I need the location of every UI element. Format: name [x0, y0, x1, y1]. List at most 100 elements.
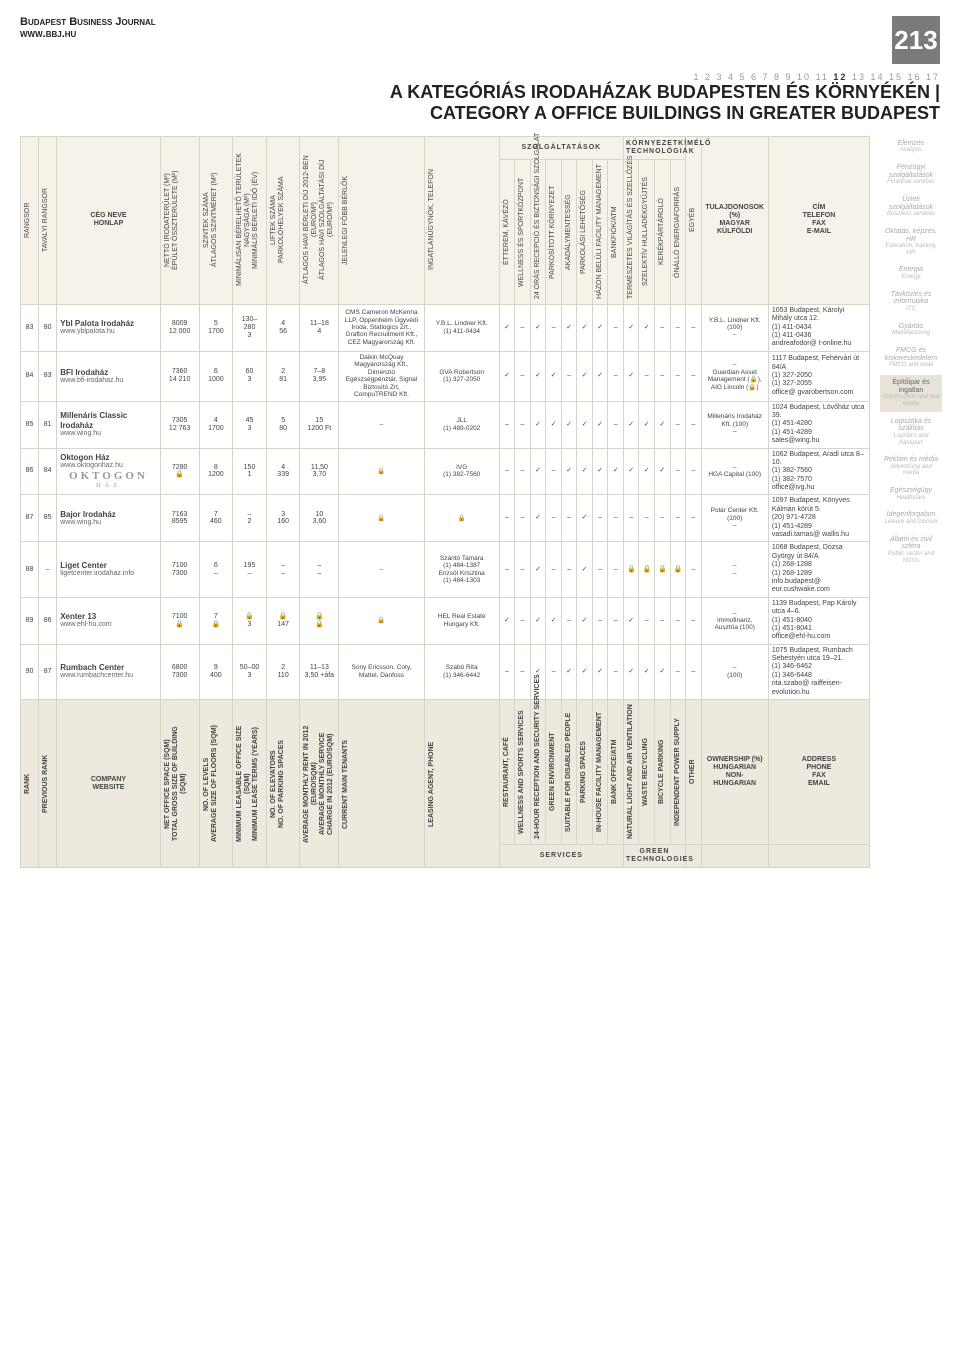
cell-svc-6: ✓	[592, 644, 608, 699]
cell-green-2: –	[655, 495, 671, 542]
hdr-svc-5: PARKOLÁSI LEHETŐSÉG	[580, 162, 588, 302]
cell-prev: 87	[39, 644, 57, 699]
cell-other: –	[686, 351, 702, 401]
hdr-svc-1: WELLNESS ÉS SPORTKÖZPONT	[518, 162, 526, 302]
cell-rank: 89	[21, 597, 39, 644]
cell-net: 7280 🔒	[160, 448, 199, 495]
cell-svc-0: –	[499, 448, 515, 495]
cell-net: 8009 12 000	[160, 304, 199, 351]
pager-pre: 1 2 3 4 5 6 7 8 9 10 11	[694, 72, 834, 82]
cell-svc-2: ✓	[530, 542, 546, 597]
cell-minlease: 150 1	[233, 448, 267, 495]
cell-floors: 9 400	[199, 644, 233, 699]
cell-green-3: –	[670, 495, 686, 542]
ftr-floors: NO. OF LEVELS AVERAGE SIZE OF FLOORS (SQ…	[203, 714, 219, 854]
cell-green-2: ✓	[655, 401, 671, 448]
cell-addr: 1097 Budapest, Könyves Kálmán körút 5. (…	[768, 495, 869, 542]
cell-tenants: –	[339, 401, 424, 448]
cell-green-1: –	[639, 495, 655, 542]
cell-minlease: 45 3	[233, 401, 267, 448]
cell-rent: 15 1200 Ft	[300, 401, 339, 448]
cell-green-1: ✓	[639, 304, 655, 351]
ftr-tenants: CURRENT MAIN TENANTS	[342, 714, 350, 854]
cell-agent: GVA Robertson (1) 327-2050	[424, 351, 499, 401]
cell-agent: IVG (1) 382-7560	[424, 448, 499, 495]
cell-lifts: 4 56	[266, 304, 300, 351]
cell-agent: Szántó Tamara (1) 484-1387 Enzsöl Kriszt…	[424, 542, 499, 597]
cell-tenants: Sony Ericsson, Coty, Mattel, Danfoss	[339, 644, 424, 699]
cell-svc-1: –	[515, 351, 531, 401]
ftr-svc-7: BANK OFFICE/ATM	[611, 702, 619, 842]
cell-rank: 84	[21, 351, 39, 401]
cell-svc-3: –	[546, 644, 562, 699]
cell-svc-2: ✓	[530, 351, 546, 401]
cell-svc-4: –	[561, 597, 577, 644]
cell-green-0: ✓	[623, 644, 639, 699]
cell-svc-0: –	[499, 542, 515, 597]
table-row: 8581Millenáris Classic Irodaházwww.wing.…	[21, 401, 870, 448]
cell-agent: 🔒	[424, 495, 499, 542]
cell-svc-1: –	[515, 401, 531, 448]
cell-own: Y.B.L. Lindner Kft. (100) –	[701, 304, 768, 351]
cell-svc-5: ✓	[577, 304, 593, 351]
cell-prev: 80	[39, 304, 57, 351]
cell-minlease: 60 3	[233, 351, 267, 401]
ftr-svc-5: PARKING SPACES	[580, 702, 588, 842]
cell-addr: 1068 Budapest, Dózsa György út 84/A (1) …	[768, 542, 869, 597]
cell-svc-5: ✓	[577, 495, 593, 542]
cell-own: – –	[701, 542, 768, 597]
title-hu: A KATEGÓRIÁS IRODAHÁZAK BUDAPESTEN ÉS KÖ…	[20, 82, 940, 103]
ftr-green-2: BICYCLE PARKING	[658, 702, 666, 842]
table-row: 8380Ybl Palota Irodaházwww.yblpalota.hu8…	[21, 304, 870, 351]
cell-svc-7: –	[608, 542, 624, 597]
cell-other: –	[686, 448, 702, 495]
cell-svc-7: –	[608, 304, 624, 351]
cell-agent: Y.B.L. Lindner Kft. (1) 411-0434	[424, 304, 499, 351]
cell-agent: Szabó Rita (1) 346-6442	[424, 644, 499, 699]
cell-svc-2: ✓	[530, 448, 546, 495]
cell-minlease: 130–280 3	[233, 304, 267, 351]
cell-rent: 10 3,60	[300, 495, 339, 542]
cell-green-2: ✓	[655, 644, 671, 699]
cell-prev: 84	[39, 448, 57, 495]
cell-svc-4: –	[561, 351, 577, 401]
cell-svc-4: ✓	[561, 644, 577, 699]
cell-svc-7: –	[608, 495, 624, 542]
cell-addr: 1139 Budapest, Pap Károly utca 4–6. (1) …	[768, 597, 869, 644]
title-en: CATEGORY A OFFICE BUILDINGS IN GREATER B…	[20, 103, 940, 124]
cell-green-0: ✓	[623, 304, 639, 351]
cell-net: 7305 12 763	[160, 401, 199, 448]
cell-rank: 85	[21, 401, 39, 448]
title-block: 1 2 3 4 5 6 7 8 9 10 11 12 13 14 15 16 1…	[20, 72, 940, 124]
cell-svc-5: ✓	[577, 448, 593, 495]
cell-svc-5: ✓	[577, 542, 593, 597]
sidecat-6: GyártásManufacturing	[880, 319, 942, 341]
cell-floors: 6 1000	[199, 351, 233, 401]
publication-block: Budapest Business Journal www.bbj.hu	[20, 16, 156, 40]
cell-svc-1: –	[515, 495, 531, 542]
table-row: 9087Rumbach Centerwww.rumbachcenter.hu68…	[21, 644, 870, 699]
sidecat-9: Logisztika és szállításLogistics and tra…	[880, 414, 942, 451]
cell-name: Xenter 13www.ehl-hu.com	[57, 597, 161, 644]
cell-rank: 87	[21, 495, 39, 542]
cell-net: 7360 14 210	[160, 351, 199, 401]
cell-svc-4: –	[561, 495, 577, 542]
hdr-tenants: JELENLEGI FŐBB BÉRLŐK	[342, 150, 350, 290]
cell-green-3: 🔒	[670, 542, 686, 597]
cell-svc-0: ✓	[499, 304, 515, 351]
sidecat-10: Reklám és médiaAdvertising and media	[880, 452, 942, 481]
cell-svc-5: ✓	[577, 351, 593, 401]
ftr-green-1: WASTE RECYCLING	[642, 702, 650, 842]
ftr-svc-3: GREEN ENVIRONMENT	[549, 702, 557, 842]
cell-floors: 5 1700	[199, 304, 233, 351]
cell-lifts: 2 110	[266, 644, 300, 699]
cell-svc-5: ✓	[577, 644, 593, 699]
hdr-agent: INGATLANÜGYNÖK, TELEFON	[428, 150, 436, 290]
cell-net: 7100 7300	[160, 542, 199, 597]
ftr-svc-6: IN-HOUSE FACILITY MANAGEMENT	[596, 702, 604, 842]
hdr-own: TULAJDONOSOK (%) MAGYAR KÜLFÖLDI	[701, 136, 768, 304]
cell-prev: 85	[39, 495, 57, 542]
cell-tenants: 🔒	[339, 448, 424, 495]
cell-floors: 4 1700	[199, 401, 233, 448]
cell-svc-0: –	[499, 644, 515, 699]
